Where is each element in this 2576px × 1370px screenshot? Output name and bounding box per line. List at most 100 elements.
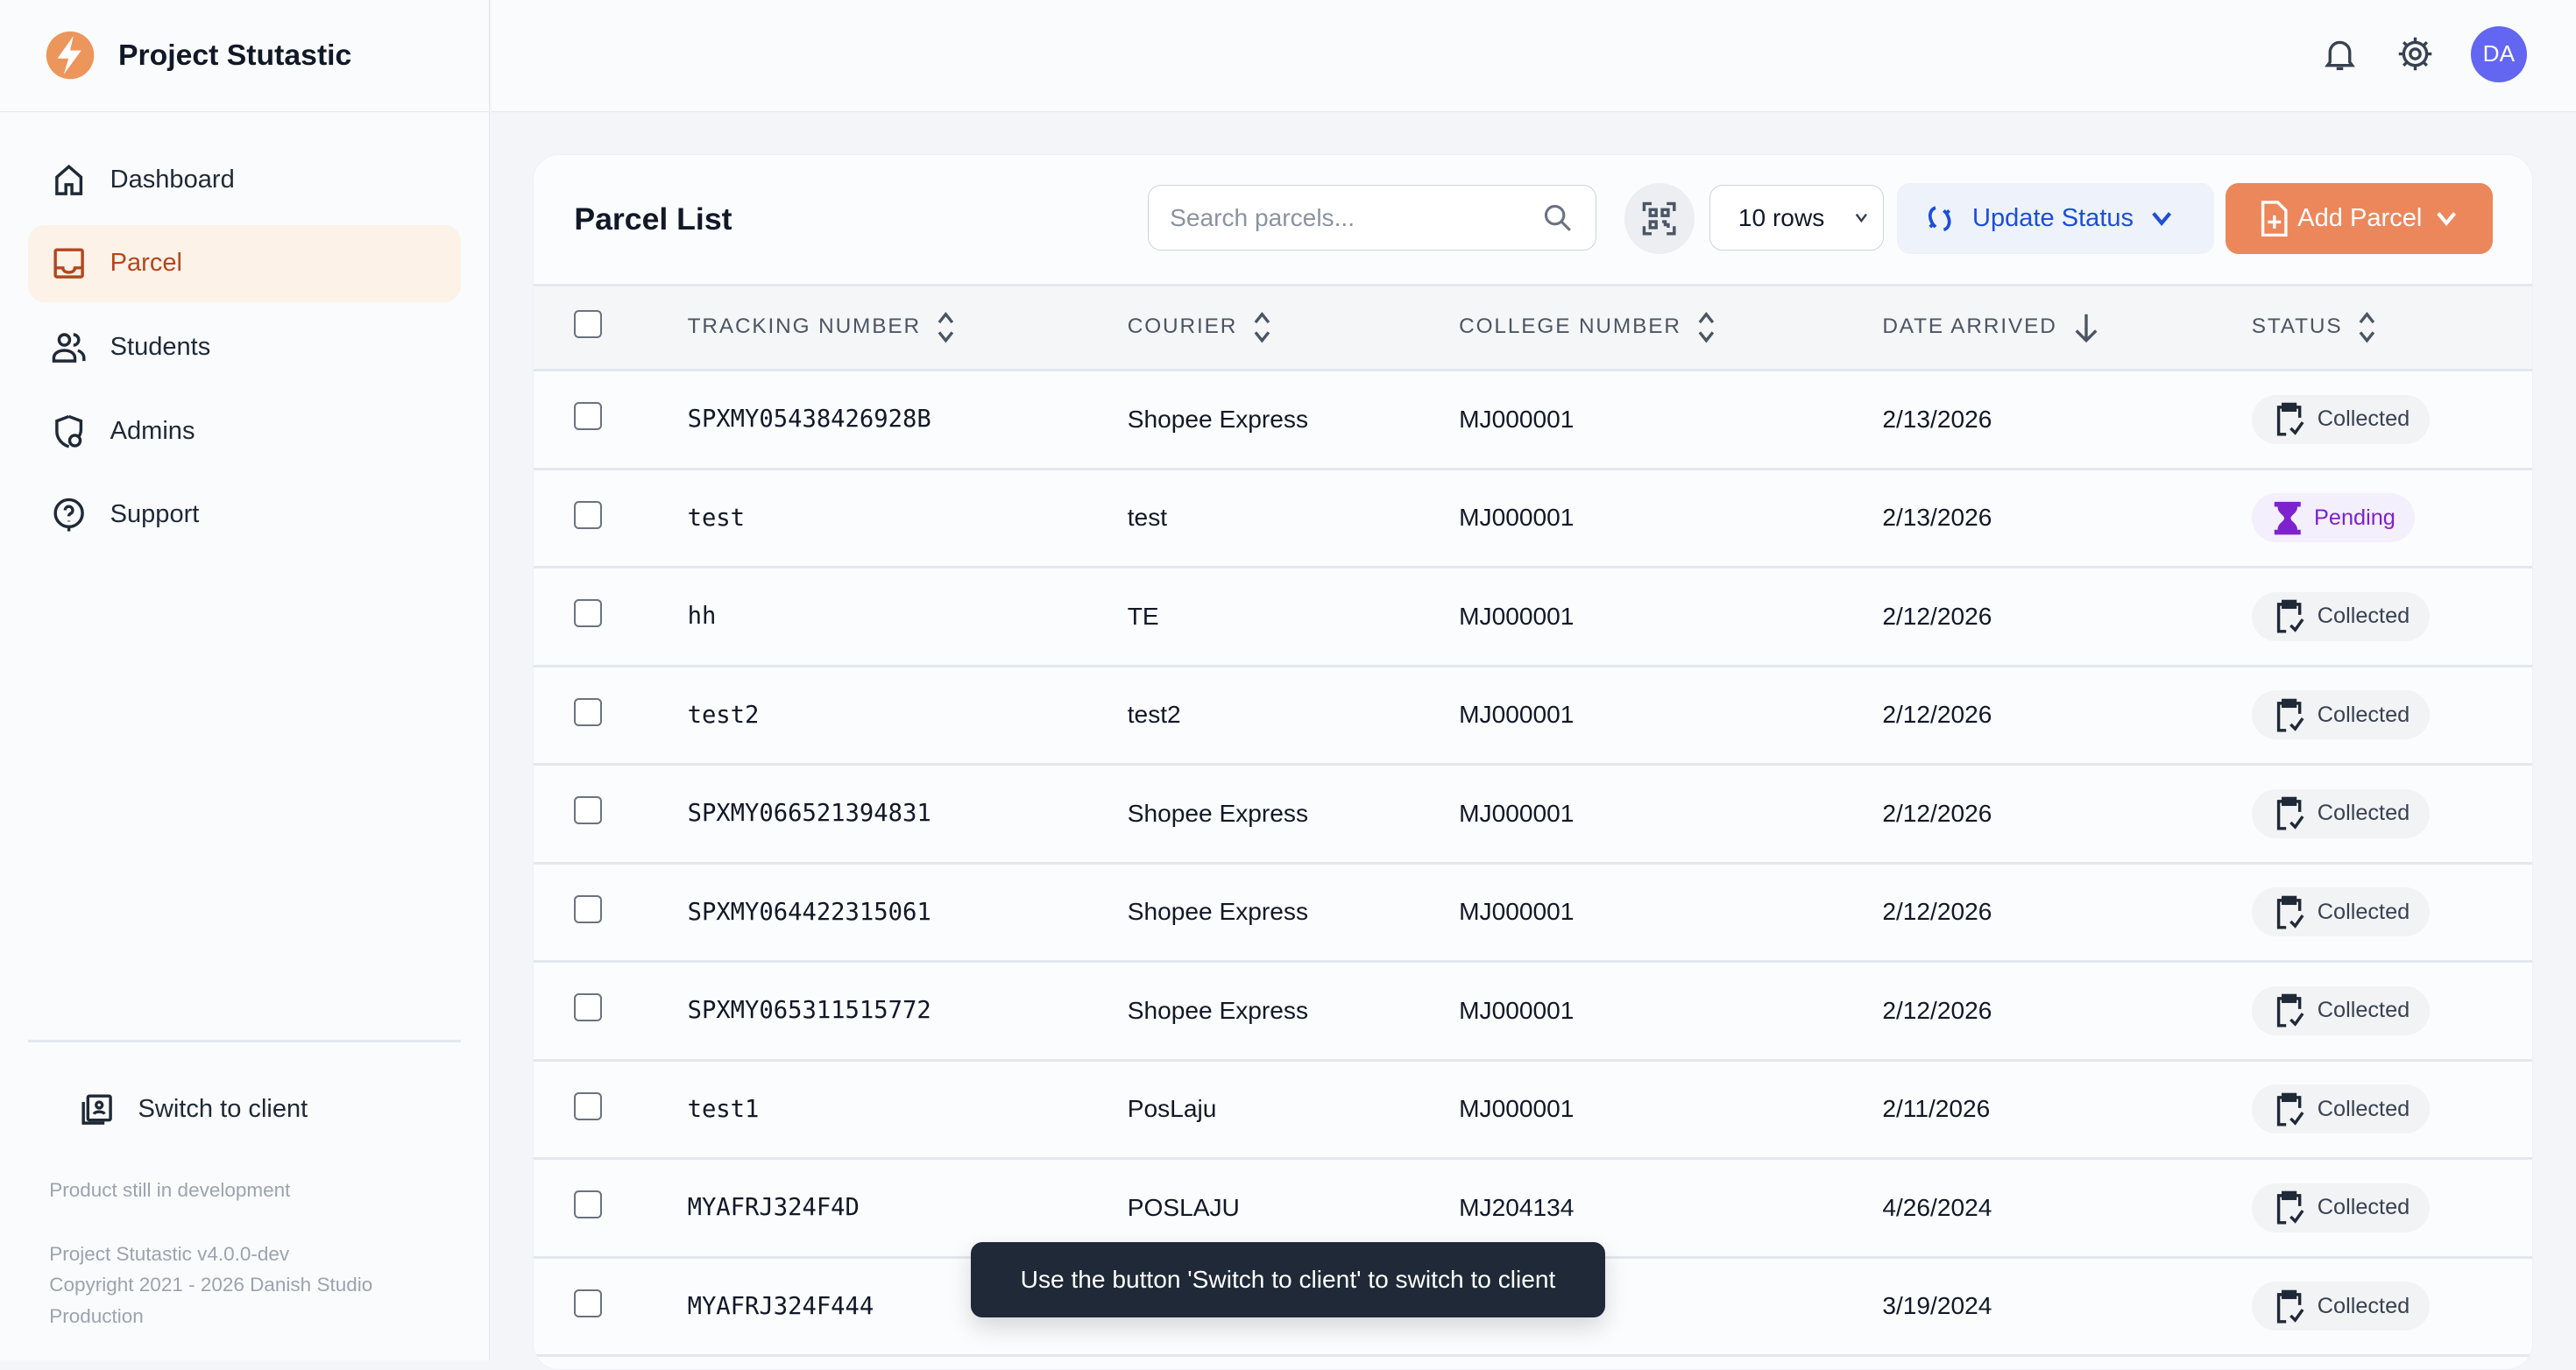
chevron-down-icon (2152, 212, 2171, 227)
table-row[interactable]: SPXMY066521394831 Shopee Express MJ00000… (533, 764, 2533, 865)
tracking-number: test (687, 469, 1128, 568)
row-checkbox[interactable] (574, 1190, 603, 1219)
add-parcel-button[interactable]: Add Parcel (2225, 183, 2494, 254)
row-checkbox[interactable] (574, 402, 603, 431)
sidebar-item-students[interactable]: Students (28, 309, 461, 386)
parcel-table: TRACKING NUMBER COURIER COLLEGE NUMBER DATE… (533, 283, 2533, 1357)
row-checkbox[interactable] (574, 697, 603, 726)
gear-icon[interactable] (2396, 34, 2435, 74)
clipboard-check-icon (2277, 1190, 2304, 1225)
status-badge: Collected (2251, 1084, 2430, 1134)
clipboard-check-icon (2277, 1092, 2304, 1126)
tooltip: Use the button 'Switch to client' to swi… (971, 1241, 1605, 1317)
topbar: DA (491, 0, 2576, 112)
hourglass-icon (2275, 501, 2302, 534)
status-label: Collected (2317, 801, 2410, 826)
status-label: Collected (2317, 1096, 2410, 1121)
tracking-number: hh (687, 567, 1128, 667)
row-checkbox[interactable] (574, 1289, 603, 1317)
column-label: DATE ARRIVED (1882, 314, 2057, 339)
row-checkbox[interactable] (574, 993, 603, 1022)
select-all-checkbox[interactable] (574, 310, 603, 339)
tracking-number: SPXMY066521394831 (687, 764, 1128, 865)
table-row[interactable]: SPXMY065311515772 Shopee Express MJ00000… (533, 961, 2533, 1062)
divider (27, 1039, 461, 1042)
users-icon (52, 333, 86, 363)
parcel-list-card: Parcel List Search parcels... 10 rows Up… (532, 154, 2534, 1370)
sort-icon[interactable] (938, 311, 954, 344)
sort-icon[interactable] (1698, 311, 1715, 344)
status-badge: Pending (2251, 493, 2416, 543)
table-row[interactable]: SPXMY05438426928B Shopee Express MJ00000… (533, 370, 2533, 470)
sidebar-item-dashboard[interactable]: Dashboard (28, 141, 461, 218)
status-label: Pending (2314, 505, 2396, 530)
clipboard-check-icon (2277, 1289, 2304, 1324)
date-arrived: 4/26/2024 (1882, 1158, 2252, 1259)
column-header[interactable]: COLLEGE NUMBER (1459, 283, 1883, 371)
rows-per-page-select[interactable]: 10 rows (1709, 185, 1884, 251)
courier: Shopee Express (1127, 370, 1460, 470)
status-label: Collected (2317, 998, 2410, 1023)
inbox-icon (53, 248, 84, 279)
avatar[interactable]: DA (2471, 26, 2527, 82)
tracking-number: SPXMY064422315061 (687, 863, 1128, 963)
date-arrived: 2/12/2026 (1882, 567, 2252, 667)
row-checkbox[interactable] (574, 894, 603, 923)
table-row[interactable]: test test MJ000001 2/13/2026 Pending (533, 469, 2533, 568)
row-checkbox[interactable] (574, 500, 603, 529)
clipboard-check-icon (2277, 599, 2304, 633)
sidebar-item-admins[interactable]: Admins (28, 392, 461, 470)
search-input[interactable]: Search parcels... (1147, 185, 1596, 251)
college-number: MJ000001 (1459, 666, 1883, 766)
search-icon (1544, 204, 1571, 231)
footer-info: Project Stutastic v4.0.0-dev Copyright 2… (49, 1239, 372, 1332)
column-header[interactable]: DATE ARRIVED (1882, 283, 2252, 371)
sort-icon[interactable] (2359, 311, 2375, 344)
sidebar-item-parcel[interactable]: Parcel (27, 224, 461, 302)
column-label: COLLEGE NUMBER (1459, 314, 1681, 339)
date-arrived: 2/12/2026 (1882, 666, 2252, 766)
column-header[interactable]: STATUS (2251, 283, 2533, 371)
production: Production (49, 1305, 144, 1327)
switch-to-client-button[interactable]: Switch to client (56, 1071, 433, 1148)
switch-label: Switch to client (138, 1095, 308, 1124)
sidebar-item-label: Dashboard (110, 165, 235, 194)
status-label: Collected (2317, 1195, 2410, 1220)
status-label: Collected (2317, 604, 2410, 629)
qr-scan-button[interactable] (1624, 183, 1695, 254)
sort-desc-icon[interactable] (2073, 311, 2099, 344)
status-label: Collected (2317, 406, 2410, 432)
tracking-number: SPXMY05438426928B (687, 370, 1128, 470)
table-row[interactable]: test1 PosLaju MJ000001 2/11/2026 Collect… (533, 1060, 2533, 1160)
date-arrived: 2/12/2026 (1882, 764, 2252, 865)
chevron-down-icon (2437, 212, 2457, 227)
table-row[interactable]: SPXMY064422315061 Shopee Express MJ00000… (533, 863, 2533, 963)
sidebar-item-support[interactable]: Support (28, 477, 461, 554)
update-status-button[interactable]: Update Status (1896, 183, 2214, 254)
row-checkbox[interactable] (574, 1091, 603, 1120)
college-number: MJ000001 (1459, 370, 1883, 470)
refresh-icon (1928, 206, 1951, 231)
bell-icon[interactable] (2320, 34, 2360, 74)
copyright: Copyright 2021 - 2026 Danish Studio (49, 1274, 373, 1296)
update-status-label: Update Status (1972, 203, 2134, 232)
college-number: MJ000001 (1459, 469, 1883, 568)
table-row[interactable]: hh TE MJ000001 2/12/2026 Collected (533, 567, 2533, 667)
date-arrived: 2/13/2026 (1882, 469, 2252, 568)
row-checkbox[interactable] (574, 599, 603, 628)
column-header[interactable]: COURIER (1127, 283, 1460, 371)
table-row[interactable]: test2 test2 MJ000001 2/12/2026 Collected (533, 666, 2533, 766)
file-plus-icon (2261, 201, 2288, 237)
clipboard-check-icon (2277, 698, 2304, 732)
college-number: MJ000001 (1459, 567, 1883, 667)
column-header[interactable]: TRACKING NUMBER (687, 283, 1128, 371)
version: Project Stutastic v4.0.0-dev (49, 1242, 290, 1265)
sidebar-item-label: Admins (110, 416, 195, 445)
courier: PosLaju (1127, 1060, 1460, 1160)
add-parcel-label: Add Parcel (2297, 203, 2423, 232)
row-checkbox[interactable] (574, 796, 603, 825)
clipboard-check-icon (2277, 796, 2304, 830)
app-title: Project Stutastic (118, 38, 352, 72)
sort-icon[interactable] (1254, 311, 1270, 344)
column-label: TRACKING NUMBER (687, 314, 921, 339)
